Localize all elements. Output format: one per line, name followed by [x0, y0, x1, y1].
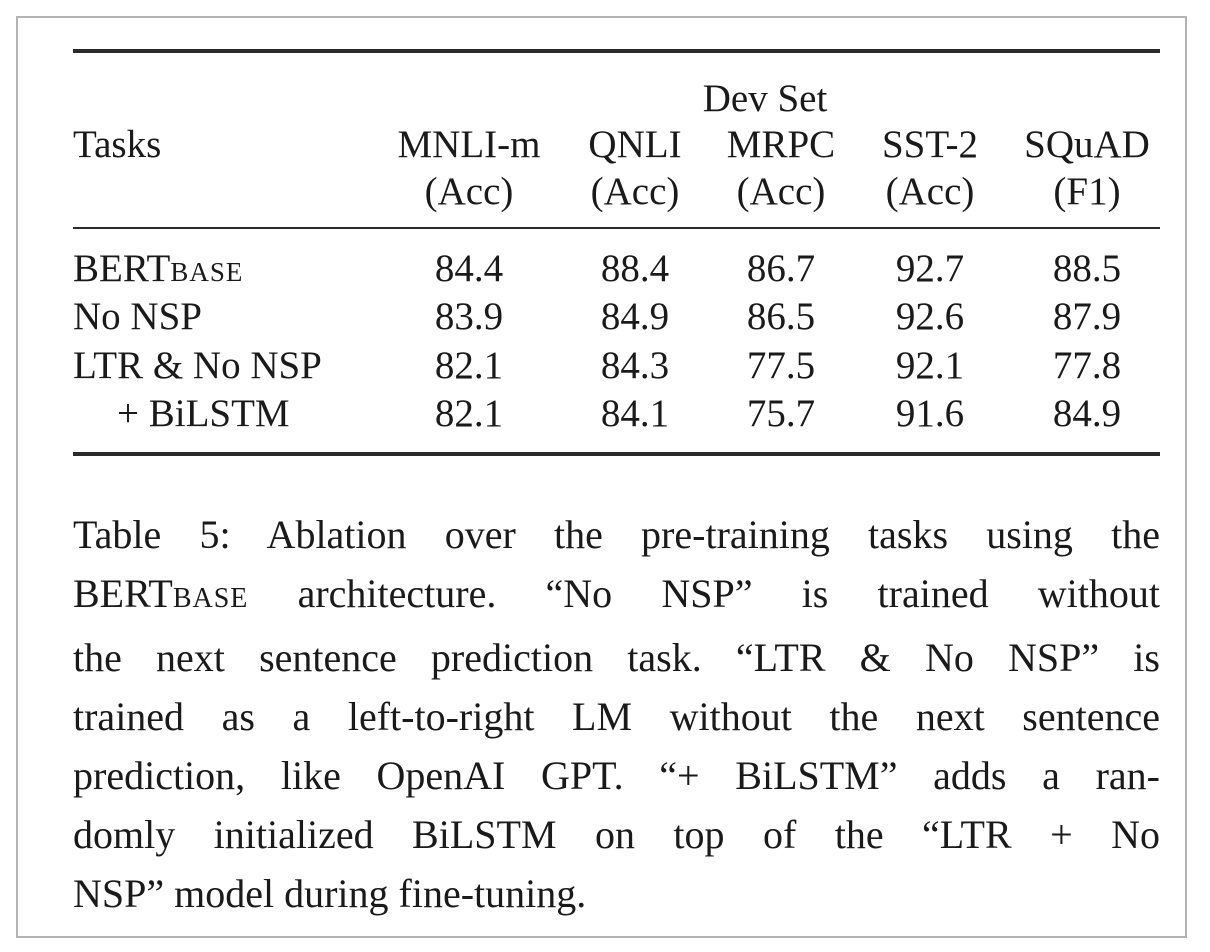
- table-cell: 91.6: [895, 392, 965, 435]
- table-cell: 92.6: [895, 295, 965, 338]
- row-label: LTR & No NSP: [73, 344, 322, 387]
- column-header: SST-2: [881, 123, 979, 166]
- caption-bert: BERT: [73, 571, 173, 616]
- table-cell: 86.5: [746, 295, 816, 338]
- table-cell: 87.9: [1052, 295, 1122, 338]
- column-header: SQuAD: [1024, 123, 1150, 166]
- caption-line: prediction, like OpenAI GPT. “+ BiLSTM” …: [73, 753, 1160, 798]
- table-cell: 77.5: [746, 344, 816, 387]
- table-cell: 84.9: [600, 295, 670, 338]
- caption-line: the next sentence prediction task. “LTR …: [73, 635, 1160, 680]
- row-label: No NSP: [73, 295, 202, 338]
- table-top-rule: [73, 49, 1160, 53]
- table-cell: 88.5: [1052, 247, 1122, 290]
- caption-bert-subscript: BASE: [172, 583, 249, 614]
- table-cell: 84.3: [600, 344, 670, 387]
- table-bottom-rule: [73, 452, 1160, 456]
- column-metric: (Acc): [590, 170, 680, 213]
- column-header: MRPC: [726, 123, 836, 166]
- row-label-subscript: BASE: [170, 257, 244, 287]
- column-metric: (Acc): [885, 170, 975, 213]
- figure-frame: [16, 16, 1187, 938]
- table-cell: 84.4: [434, 247, 504, 290]
- column-header: MNLI-m: [397, 123, 541, 166]
- table-cell: 82.1: [434, 344, 504, 387]
- dev-set-header: Dev Set: [702, 77, 828, 120]
- row-label: BERTBASE: [73, 249, 243, 288]
- caption-line: trained as a left-to-right LM without th…: [73, 694, 1160, 739]
- table-header-rule: [73, 227, 1160, 229]
- table-cell: 84.9: [1052, 392, 1122, 435]
- table-cell: 82.1: [434, 392, 504, 435]
- table-caption: Table 5: Ablation over the pre-training …: [73, 505, 1160, 923]
- caption-line: domly initialized BiLSTM on top of the “…: [73, 812, 1160, 857]
- table-cell: 75.7: [746, 392, 816, 435]
- column-metric: (F1): [1053, 170, 1121, 213]
- table-cell: 92.1: [895, 344, 965, 387]
- table-cell: 88.4: [600, 247, 670, 290]
- table-cell: 84.1: [600, 392, 670, 435]
- row-label-main: BERT: [73, 247, 171, 290]
- caption-line: BERTBASE architecture. “No NSP” is train…: [73, 564, 1160, 628]
- column-header: QNLI: [588, 123, 682, 166]
- table-cell: 92.7: [895, 247, 965, 290]
- table-cell: 83.9: [434, 295, 504, 338]
- caption-line-rest: architecture. “No NSP” is trained withou…: [248, 571, 1160, 616]
- tasks-header: Tasks: [73, 123, 162, 166]
- caption-line: Table 5: Ablation over the pre-training …: [73, 512, 1160, 557]
- table-cell: 77.8: [1052, 344, 1122, 387]
- caption-line: NSP” model during fine-tuning.: [73, 871, 587, 916]
- column-metric: (Acc): [736, 170, 826, 213]
- row-label: + BiLSTM: [117, 392, 290, 435]
- table-cell: 86.7: [746, 247, 816, 290]
- column-metric: (Acc): [424, 170, 514, 213]
